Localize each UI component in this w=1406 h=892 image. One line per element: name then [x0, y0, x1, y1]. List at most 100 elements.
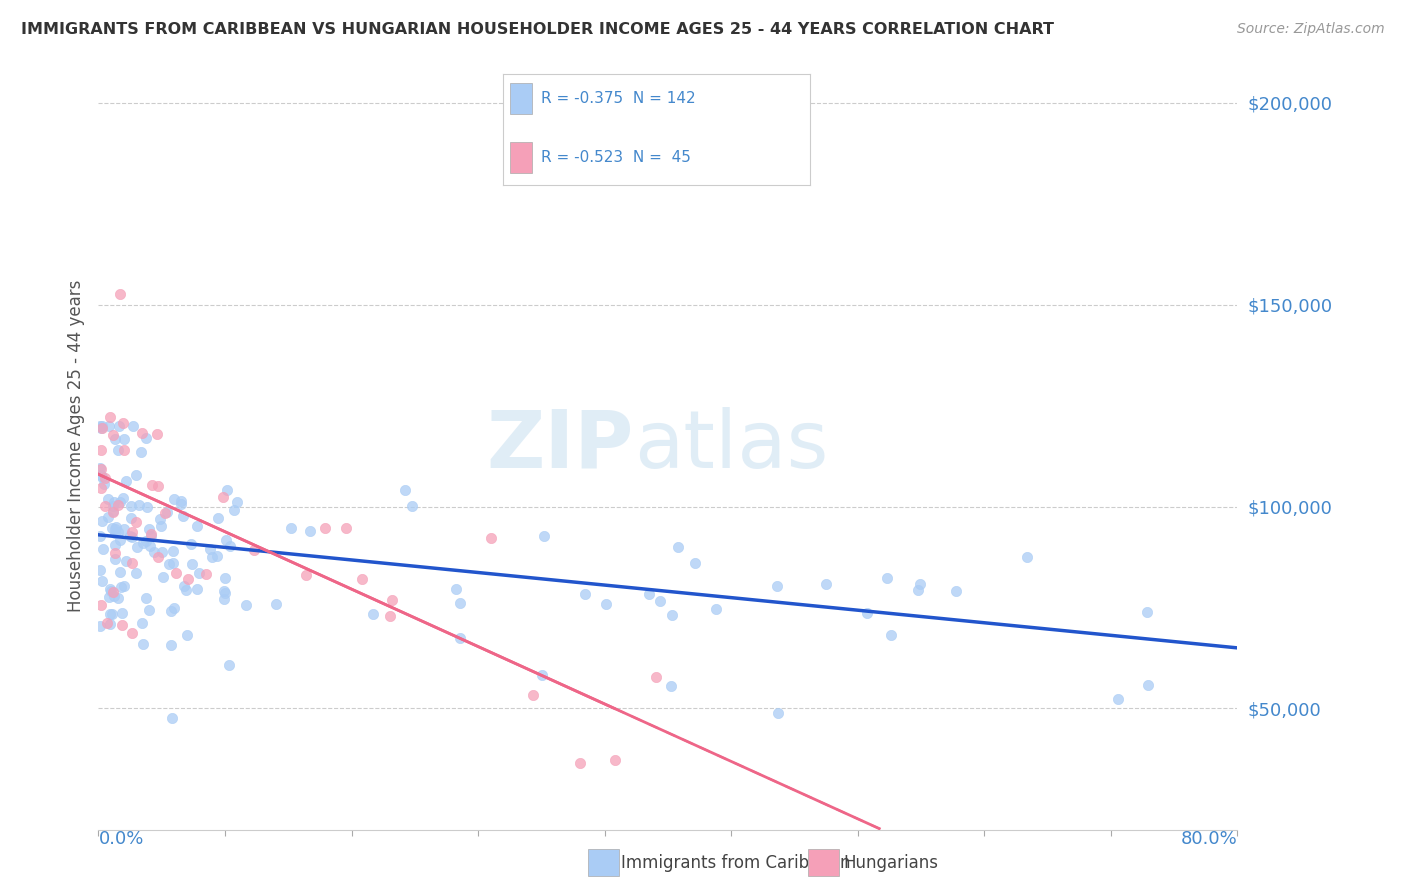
Point — [186, 519, 208, 533]
Point — [103, 504, 125, 518]
Point — [226, 495, 249, 509]
Point — [1136, 678, 1159, 692]
Point — [162, 556, 184, 570]
Point — [207, 549, 229, 564]
Point — [111, 606, 134, 620]
Point — [104, 545, 127, 559]
Point — [186, 582, 208, 596]
Point — [118, 529, 141, 543]
Point — [91, 574, 114, 589]
Point — [212, 592, 235, 607]
Point — [163, 601, 186, 615]
Point — [115, 554, 138, 568]
Point — [180, 537, 202, 551]
Point — [449, 596, 471, 610]
Point — [659, 679, 682, 693]
Point — [645, 670, 668, 684]
Point — [880, 627, 903, 641]
Point — [214, 585, 236, 599]
Point — [91, 421, 114, 435]
Point — [138, 522, 160, 536]
Point — [90, 514, 112, 528]
Point — [125, 468, 148, 483]
Point — [650, 594, 672, 608]
Point — [139, 529, 162, 543]
Point — [531, 667, 554, 681]
Point — [90, 443, 112, 458]
Point — [574, 587, 596, 601]
Point — [104, 552, 127, 566]
Point — [121, 530, 143, 544]
Point — [163, 491, 186, 506]
Point — [194, 567, 217, 582]
Point — [188, 566, 211, 580]
Point — [815, 577, 838, 591]
Point — [176, 628, 198, 642]
Point — [89, 529, 111, 543]
Point — [98, 582, 121, 596]
Point — [214, 533, 236, 548]
Text: Immigrants from Caribbean: Immigrants from Caribbean — [621, 854, 851, 871]
Point — [98, 617, 121, 632]
Point — [96, 616, 118, 631]
Point — [90, 462, 112, 476]
Point — [101, 607, 124, 622]
Point — [176, 572, 198, 586]
Point — [685, 556, 707, 570]
Point — [103, 495, 125, 509]
Point — [401, 499, 423, 513]
Point — [98, 410, 121, 425]
Point — [96, 492, 118, 507]
Point — [146, 427, 169, 442]
Point — [198, 541, 221, 556]
Point — [138, 603, 160, 617]
Point — [111, 617, 134, 632]
Point — [112, 442, 135, 457]
Point — [638, 587, 661, 601]
Point — [94, 471, 117, 485]
Point — [89, 563, 111, 577]
Point — [108, 565, 131, 579]
Point — [91, 418, 114, 433]
Point — [120, 500, 142, 514]
Point — [90, 598, 112, 612]
Point — [129, 444, 152, 458]
Point — [101, 521, 124, 535]
Point — [910, 576, 932, 591]
Point — [132, 536, 155, 550]
Point — [595, 598, 617, 612]
Point — [160, 638, 183, 652]
Point — [108, 533, 131, 548]
Point — [162, 544, 184, 558]
Point — [243, 542, 266, 557]
Point — [172, 508, 194, 523]
Point — [103, 589, 125, 603]
Point — [907, 582, 929, 597]
Point — [101, 505, 124, 519]
Point — [174, 583, 197, 598]
Point — [666, 541, 689, 555]
Point — [104, 432, 127, 446]
Point — [212, 584, 235, 599]
Point — [264, 597, 287, 611]
Point — [314, 521, 336, 535]
Point — [135, 533, 157, 548]
Text: 0.0%: 0.0% — [98, 830, 143, 847]
Point — [94, 499, 117, 513]
Point — [222, 503, 245, 517]
Text: ZIP: ZIP — [486, 407, 634, 485]
Point — [152, 570, 174, 584]
Point — [1107, 692, 1129, 706]
Point — [150, 519, 173, 533]
Point — [107, 524, 129, 539]
Point — [160, 711, 183, 725]
Point — [533, 529, 555, 543]
Point — [121, 626, 143, 640]
Point — [153, 506, 176, 520]
Point — [89, 467, 111, 482]
Point — [135, 431, 157, 445]
Point — [100, 584, 122, 599]
Point — [90, 421, 112, 435]
Point — [298, 524, 321, 538]
Point — [108, 418, 131, 433]
